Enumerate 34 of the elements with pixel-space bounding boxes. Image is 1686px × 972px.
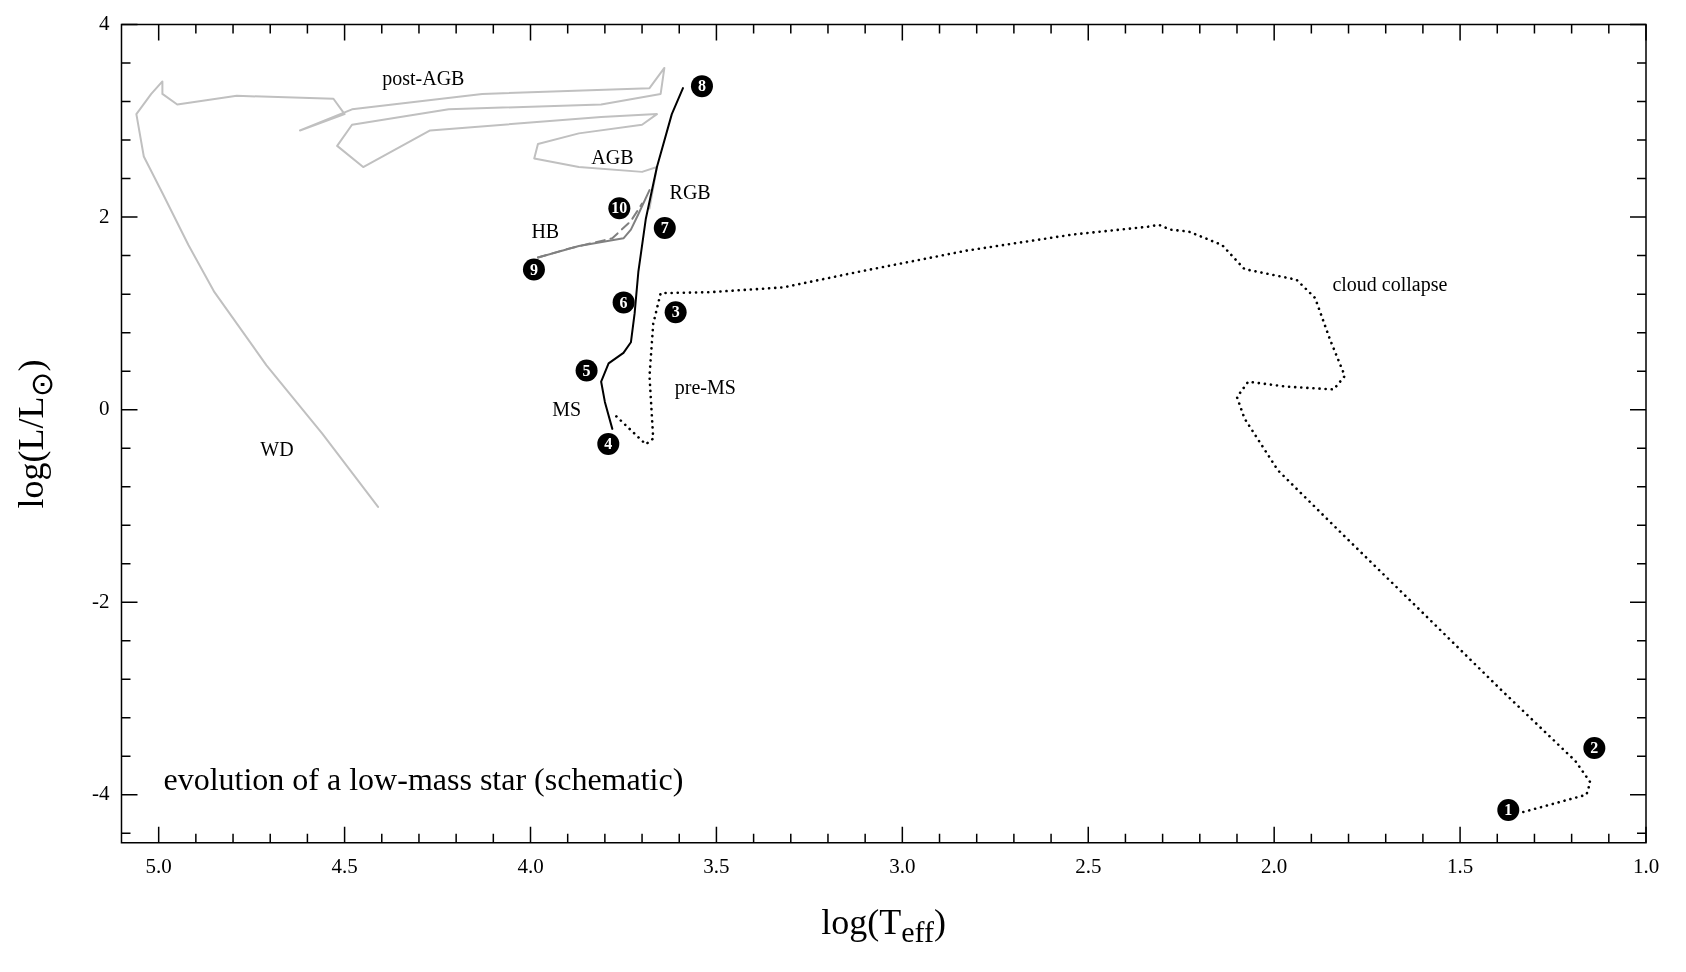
- x-tick-label: 3.5: [703, 853, 730, 878]
- annotation: 8: [697, 77, 706, 95]
- annotation: 1: [1504, 801, 1513, 819]
- y-tick-label: -2: [91, 588, 110, 613]
- annotation: 9: [529, 260, 538, 278]
- annotation: RGB: [669, 181, 711, 204]
- x-tick-label: 2.5: [1075, 853, 1102, 878]
- annotation: 6: [619, 293, 628, 311]
- y-tick-label: -4: [91, 781, 110, 806]
- x-tick-label: 4.0: [517, 853, 544, 878]
- annotation: post-AGB: [382, 67, 465, 91]
- y-tick-label: 0: [98, 396, 110, 421]
- x-axis-title: log(T$_{eff}$): [821, 900, 946, 949]
- x-tick-label: 3.0: [889, 853, 916, 878]
- annotation: WD: [260, 438, 294, 461]
- annotation: 3: [671, 303, 680, 321]
- annotation: 4: [604, 435, 613, 453]
- annotation: 5: [582, 361, 591, 379]
- x-tick-label: 5.0: [145, 853, 172, 878]
- annotation: pre-MS: [674, 375, 736, 399]
- annotation: cloud collapse: [1332, 272, 1448, 296]
- text: evolution of a low-mass star (schematic): [163, 760, 684, 798]
- annotation: 7: [660, 219, 669, 237]
- x-tick-label: 1.0: [1632, 853, 1660, 878]
- annotation: HB: [531, 219, 560, 242]
- annotation: AGB: [591, 146, 634, 169]
- y-tick-label: 4: [98, 11, 110, 36]
- annotation: 2: [1590, 739, 1599, 757]
- annotation: 10: [611, 199, 628, 217]
- y-tick-label: 2: [98, 203, 110, 228]
- annotation: MS: [552, 398, 582, 421]
- x-tick-label: 1.5: [1446, 853, 1474, 878]
- x-tick-label: 4.5: [331, 853, 358, 878]
- x-tick-label: 2.0: [1261, 853, 1288, 878]
